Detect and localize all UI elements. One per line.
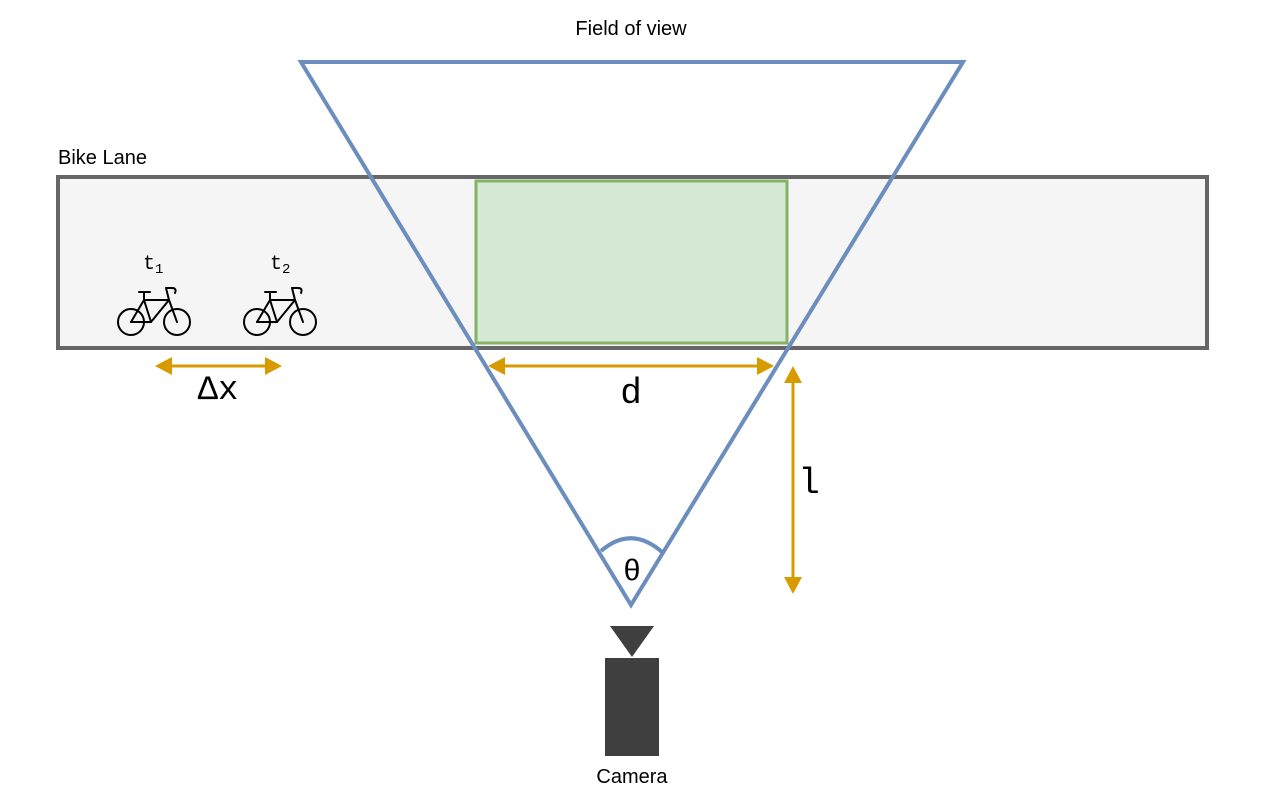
delta-x-arrow — [155, 357, 282, 375]
bike-lane-label: Bike Lane — [58, 147, 147, 169]
observed-region — [474, 179, 789, 345]
d-arrow — [488, 357, 774, 375]
camera-icon — [605, 626, 659, 756]
field-of-view-label: Field of view — [575, 18, 687, 40]
delta-x-label: Δx — [198, 372, 239, 410]
theta-arc — [599, 536, 664, 554]
l-arrow — [784, 366, 802, 594]
field-of-view-triangle — [297, 60, 967, 609]
t2-label: t2 — [270, 253, 290, 278]
l-label: l — [798, 463, 820, 504]
t1-label: t1 — [143, 253, 163, 278]
camera-label: Camera — [596, 766, 668, 788]
theta-label: θ — [623, 556, 641, 590]
d-label: d — [620, 373, 642, 414]
